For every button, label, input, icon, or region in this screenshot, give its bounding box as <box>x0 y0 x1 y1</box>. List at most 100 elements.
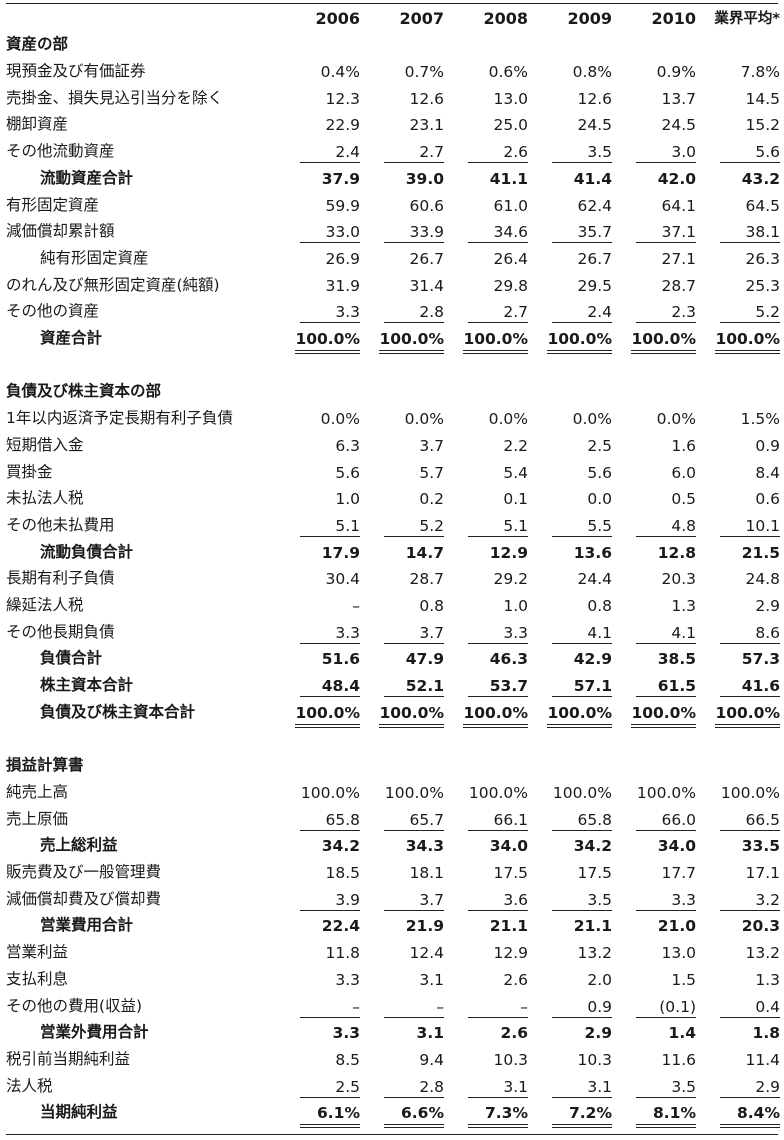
value-cell: 42.9 <box>544 650 612 668</box>
value-cell: 47.9 <box>376 650 444 668</box>
industry-average-cell: 100.0% <box>712 330 780 355</box>
industry-average-cell: 41.6 <box>712 677 780 698</box>
row-label: 有形固定資産 <box>6 195 100 214</box>
value-text: (0.1) <box>636 998 696 1018</box>
value-text: 100.0% <box>547 703 612 728</box>
value-text: 41.1 <box>489 169 528 188</box>
value-cell: 34.3 <box>376 837 444 855</box>
value-text: 9.4 <box>419 1050 444 1069</box>
value-cell: 12.6 <box>376 90 444 108</box>
bottom-rule <box>6 1134 778 1135</box>
industry-average-cell: 20.3 <box>712 917 780 935</box>
table-row: 資産合計 100.0% 100.0% 100.0% 100.0% 100.0% 100.0% <box>0 325 784 355</box>
value-cell: 28.7 <box>628 277 696 295</box>
value-cell: 22.9 <box>292 116 360 134</box>
value-text: 24.4 <box>577 570 612 589</box>
value-text: 3.3 <box>468 624 528 644</box>
row-label: 売掛金、損失見込引当分を除く <box>6 88 224 107</box>
value-text: 8.6 <box>720 624 780 644</box>
value-cell: 2.5 <box>544 437 612 455</box>
value-cell: 0.1 <box>460 490 528 508</box>
value-cell: 34.2 <box>544 837 612 855</box>
value-cell: 65.8 <box>544 811 612 831</box>
value-cell: 2.8 <box>376 1078 444 1098</box>
row-label: 買掛金 <box>6 462 53 481</box>
industry-average-cell: 64.5 <box>712 197 780 215</box>
value-cell: 3.3 <box>292 303 360 324</box>
value-text: 3.6 <box>468 891 528 911</box>
value-cell: 26.9 <box>292 250 360 268</box>
industry-average-cell: 3.2 <box>712 891 780 911</box>
value-text: 13.6 <box>573 543 612 562</box>
row-label: 現預金及び有価証券 <box>6 62 146 81</box>
value-cell: 0.2 <box>376 490 444 508</box>
value-text: 0.9% <box>656 63 696 82</box>
value-text: 5.6 <box>335 463 360 482</box>
table-row: 税引前当期純利益 8.5 9.4 10.3 10.3 11.6 11.4 <box>0 1046 784 1073</box>
value-text: 1.5% <box>740 410 780 429</box>
row-label: 負債合計 <box>40 649 103 668</box>
value-text: 10.1 <box>720 517 780 537</box>
value-cell: 12.9 <box>460 944 528 962</box>
value-text: 0.8 <box>419 597 444 616</box>
table-row: 有形固定資産 59.9 60.6 61.0 62.4 64.1 64.5 <box>0 192 784 219</box>
value-text: 41.6 <box>720 677 780 698</box>
year-header: 2008 <box>483 8 528 28</box>
value-cell: 10.3 <box>460 1051 528 1069</box>
value-cell: 1.3 <box>628 597 696 615</box>
value-cell: 21.9 <box>376 917 444 935</box>
value-text: 29.8 <box>493 276 528 295</box>
value-text: 2.4 <box>552 303 612 324</box>
value-text: 2.7 <box>384 143 444 164</box>
value-text: 3.7 <box>384 624 444 644</box>
value-text: 21.5 <box>741 543 780 562</box>
value-cell: 42.0 <box>628 170 696 188</box>
value-text: 3.5 <box>552 891 612 911</box>
value-cell: 1.4 <box>628 1024 696 1042</box>
value-cell: 3.7 <box>376 437 444 455</box>
value-text: 2.8 <box>384 1078 444 1098</box>
value-text: 24.5 <box>577 116 612 135</box>
value-cell: 3.1 <box>376 971 444 989</box>
value-cell: 100.0% <box>376 784 444 802</box>
value-text: 5.1 <box>300 517 360 537</box>
value-cell: 0.5 <box>628 490 696 508</box>
industry-average-cell: 17.1 <box>712 864 780 882</box>
row-label: 売上原価 <box>6 809 69 828</box>
value-cell: 0.0% <box>460 410 528 428</box>
value-cell: 14.7 <box>376 544 444 562</box>
table-row: 流動負債合計 17.9 14.7 12.9 13.6 12.8 21.5 <box>0 539 784 566</box>
value-cell: 100.0% <box>544 703 612 728</box>
table-row: 純有形固定資産 26.9 26.7 26.4 26.7 27.1 26.3 <box>0 245 784 272</box>
value-cell: 100.0% <box>460 330 528 355</box>
value-cell: 37.9 <box>292 170 360 188</box>
table-row: 未払法人税 1.0 0.2 0.1 0.0 0.5 0.6 <box>0 486 784 513</box>
table-row: 株主資本合計 48.4 52.1 53.7 57.1 61.5 41.6 <box>0 673 784 700</box>
value-text: 8.4 <box>755 463 780 482</box>
value-cell: 2.3 <box>628 303 696 324</box>
row-label: 純売上高 <box>6 782 69 801</box>
row-label: 未払法人税 <box>6 489 84 508</box>
value-cell: 3.0 <box>628 143 696 164</box>
industry-average-cell: 14.5 <box>712 90 780 108</box>
industry-average-cell: 57.3 <box>712 650 780 668</box>
value-text: 38.5 <box>657 650 696 669</box>
value-cell: – <box>292 998 360 1018</box>
value-text: 100.0% <box>379 330 444 355</box>
value-cell: 65.8 <box>292 811 360 831</box>
value-text: 65.8 <box>300 811 360 831</box>
value-cell: 13.6 <box>544 544 612 562</box>
value-text: 10.3 <box>493 1050 528 1069</box>
value-cell: 100.0% <box>628 330 696 355</box>
value-text: 52.1 <box>384 677 444 698</box>
value-text: 0.9 <box>552 998 612 1018</box>
value-text: 53.7 <box>468 677 528 698</box>
industry-average-cell: 5.2 <box>712 303 780 324</box>
value-text: – <box>468 998 528 1018</box>
value-cell: 26.7 <box>544 250 612 268</box>
value-cell: 4.1 <box>544 624 612 644</box>
table-row: 純売上高 100.0% 100.0% 100.0% 100.0% 100.0% 100.0% <box>0 779 784 806</box>
value-text: 57.3 <box>741 650 780 669</box>
row-label: その他未払費用 <box>6 515 115 534</box>
